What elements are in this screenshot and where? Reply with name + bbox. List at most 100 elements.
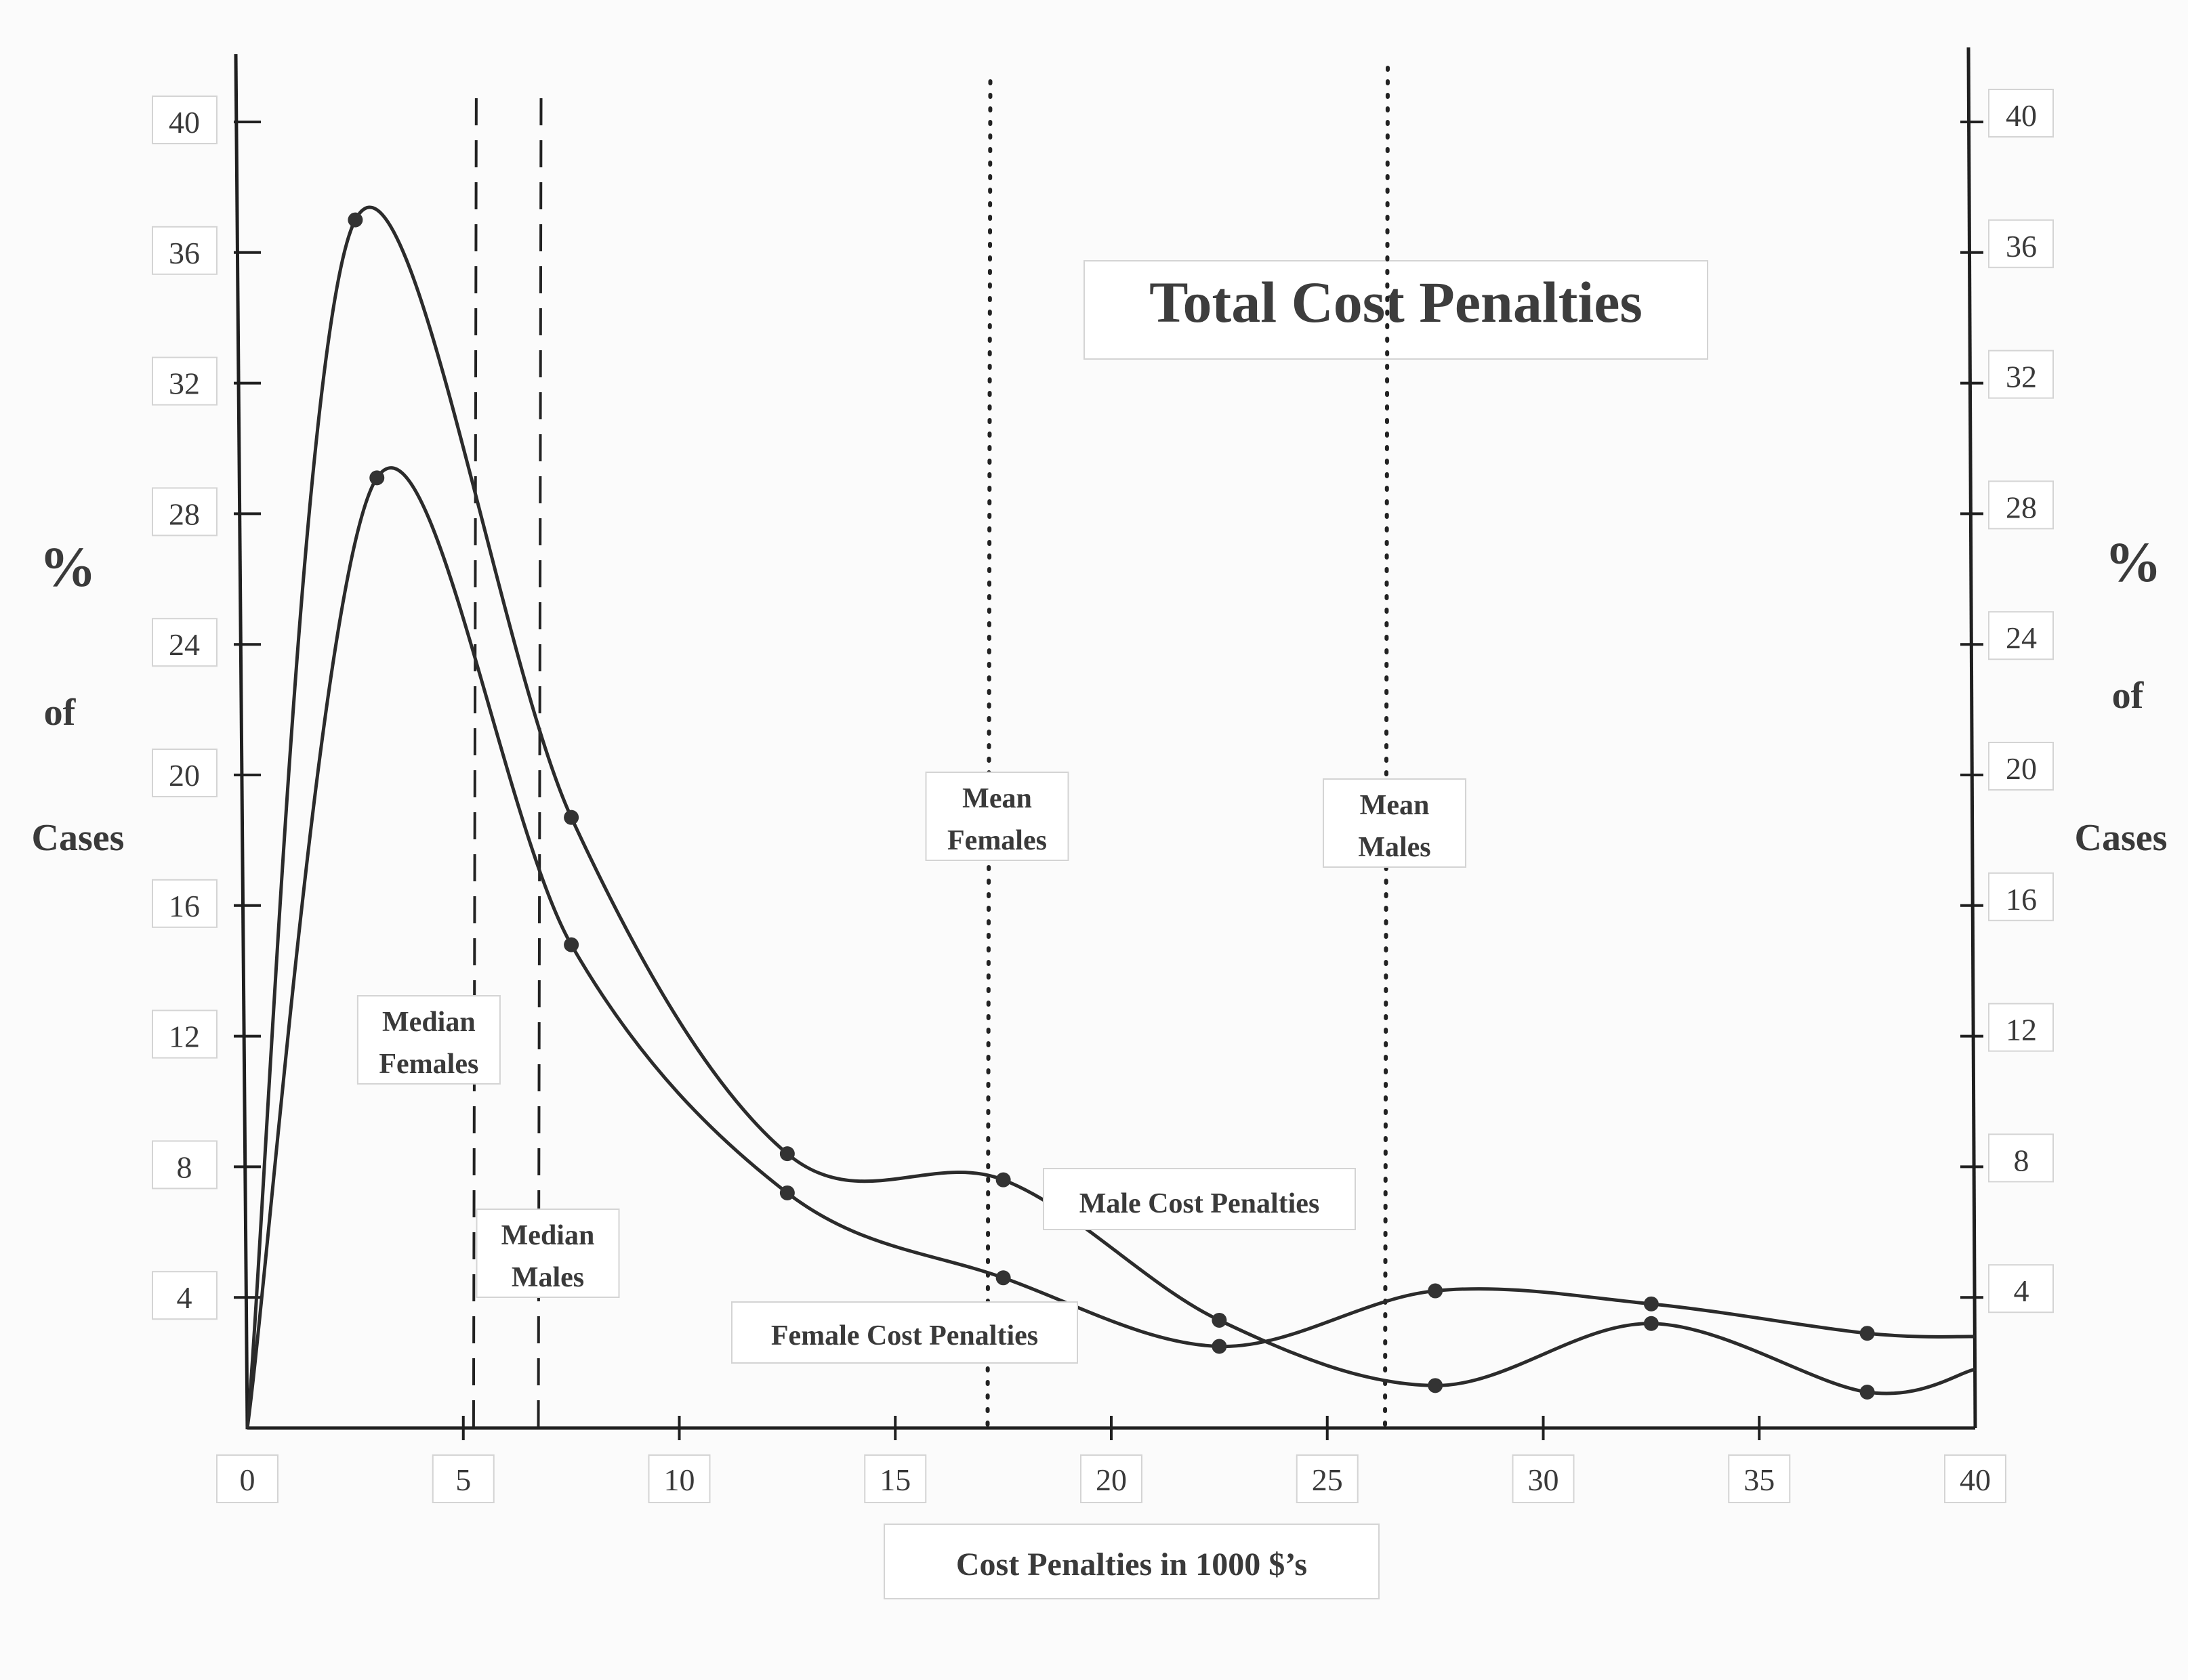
female-data-point [1428, 1283, 1443, 1299]
left-y-tick-label: 8 [177, 1150, 192, 1184]
female-data-point [995, 1270, 1011, 1286]
male-data-point [779, 1146, 795, 1162]
right-y-tick-label-box [1988, 611, 2054, 660]
male-data-point [995, 1172, 1011, 1188]
x-tick-label-box [648, 1454, 711, 1503]
x-tick-label-box [1512, 1454, 1575, 1503]
x-tick-label: 25 [1312, 1463, 1343, 1497]
left-y-tick-label-box [152, 879, 218, 928]
x-tick-label-box [1728, 1454, 1791, 1503]
x-tick-label: 20 [1096, 1463, 1127, 1497]
left-ylabel-of: of [44, 692, 77, 734]
male-series-label-box [1043, 1168, 1356, 1230]
right-y-tick-label: 32 [2006, 360, 2037, 394]
right-y-tick-label-box [1988, 1264, 2054, 1314]
reference-line [472, 98, 478, 1427]
reference-line-label: Males [512, 1262, 584, 1293]
right-y-tick-label-box [1988, 480, 2054, 530]
female-data-point [564, 937, 579, 952]
left-y-tick-label-box [152, 1140, 218, 1190]
x-tick-label-box [1944, 1454, 2006, 1503]
x-tick-label-box [432, 1454, 495, 1503]
reference-line-label-box [1323, 778, 1466, 868]
male-data-point [1859, 1384, 1875, 1400]
title-box [1083, 260, 1708, 360]
male-cost-penalties-line [245, 205, 1976, 1429]
left-y-tick-label-box [152, 1271, 218, 1320]
reference-line-label-box [356, 995, 501, 1085]
right-y-tick-label: 36 [2006, 229, 2037, 264]
left-y-axis [234, 54, 249, 1430]
right-ylabel-percent: % [2105, 531, 2162, 594]
male-data-point [564, 810, 579, 825]
right-ylabel-cases: Cases [2075, 817, 2168, 859]
left-y-tick-label: 12 [169, 1020, 200, 1054]
reference-line [985, 79, 993, 1429]
reference-line-label: Median [382, 1007, 476, 1038]
right-y-axis [1966, 47, 1977, 1429]
reference-line-label: Females [947, 825, 1047, 856]
right-y-tick-label: 28 [2006, 490, 2037, 524]
x-tick-label: 30 [1528, 1463, 1559, 1497]
reference-line-label: Males [1358, 832, 1430, 863]
left-y-tick-label: 32 [169, 366, 200, 401]
reference-line-label: Females [379, 1049, 478, 1080]
right-y-tick-label-box [1988, 1003, 2054, 1052]
left-y-tick-label-box [152, 487, 218, 537]
x-tick-label: 35 [1743, 1463, 1775, 1497]
female-data-point [1643, 1296, 1659, 1311]
male-data-point [348, 212, 363, 228]
x-tick-label: 15 [880, 1463, 911, 1497]
right-y-axis-ticks: 4 8 12 16 20 24 28 32 36 40 [1960, 89, 2054, 1314]
right-y-tick-label-box [1988, 350, 2054, 399]
left-y-tick-label-box [152, 618, 218, 667]
female-series-label-box [731, 1301, 1078, 1364]
x-tick-label-box [216, 1454, 278, 1503]
right-y-tick-label: 40 [2006, 98, 2037, 133]
female-data-point [1859, 1326, 1875, 1341]
x-tick-label-box [1080, 1454, 1142, 1503]
left-y-tick-label-box [152, 1009, 218, 1059]
right-y-tick-label-box [1988, 219, 2054, 268]
reference-line-label: Mean [962, 783, 1032, 814]
left-y-axis-ticks: 4 8 12 16 20 24 28 32 36 40 [152, 96, 261, 1320]
left-y-tick-label: 40 [169, 105, 200, 140]
x-axis-title: Cost Penalties in 1000 $’s [956, 1547, 1307, 1582]
reference-lines: Median Females Median Males Mean Females Mean M… [356, 66, 1466, 1429]
left-y-tick-label-box [152, 226, 218, 275]
male-series-label: Male Cost Penalties [1079, 1188, 1320, 1219]
left-y-tick-label: 20 [169, 758, 200, 793]
right-y-tick-label: 16 [2006, 882, 2037, 917]
x-tick-label: 0 [240, 1463, 255, 1497]
female-data-point [1212, 1339, 1227, 1354]
right-y-tick-label: 24 [2006, 621, 2037, 655]
left-y-tick-label-box [152, 749, 218, 797]
right-y-tick-label-box [1988, 872, 2054, 921]
left-y-axis-label: % of Cases [32, 536, 125, 859]
left-y-tick-label: 36 [169, 236, 200, 270]
x-tick-label: 40 [1960, 1463, 1991, 1497]
reference-line-label-box [476, 1209, 620, 1298]
x-tick-label-box [864, 1454, 927, 1503]
left-y-tick-label: 24 [169, 627, 200, 662]
left-y-tick-label-box [152, 96, 218, 144]
data-point-markers [348, 212, 1875, 1400]
female-series-label: Female Cost Penalties [771, 1320, 1038, 1351]
x-tick-label-box [1296, 1454, 1359, 1503]
reference-line [537, 98, 543, 1427]
right-y-axis-label: % of Cases [2075, 531, 2168, 859]
right-ylabel-of: of [2112, 675, 2145, 717]
x-axis-ticks: 0 5 10 15 20 25 30 35 40 [216, 1416, 2006, 1503]
reference-line [1383, 66, 1390, 1429]
left-ylabel-percent: % [39, 536, 96, 599]
female-data-point [779, 1185, 795, 1200]
right-y-tick-label: 20 [2006, 751, 2037, 786]
right-y-tick-label-box [1988, 742, 2054, 791]
left-ylabel-cases: Cases [32, 817, 125, 859]
x-tick-label: 5 [455, 1463, 471, 1497]
male-data-point [1212, 1312, 1227, 1328]
right-y-tick-label: 12 [2006, 1013, 2037, 1047]
right-y-tick-label-box [1988, 1133, 2054, 1183]
right-y-tick-label-box [1988, 89, 2054, 138]
